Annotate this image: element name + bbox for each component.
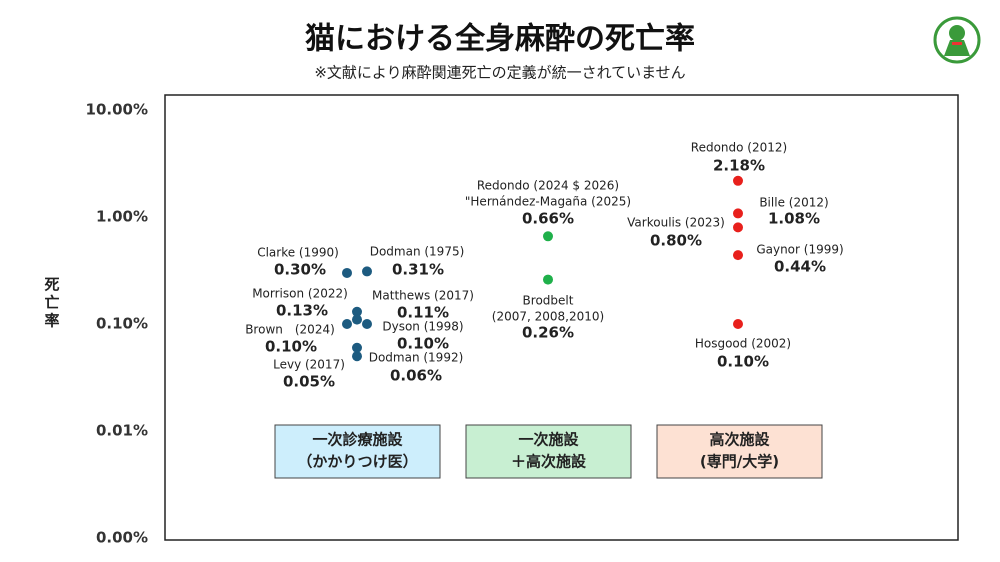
plot-frame [164,94,959,541]
point-name: Redondo (2024 $ 2026) [477,179,619,193]
data-point [733,250,743,261]
point-name: Matthews (2017) [372,289,474,303]
point-name: Varkoulis (2023) [627,216,725,230]
point-name: Levy (2017) [273,358,345,372]
data-point [733,175,743,186]
value-label: 0.31% [392,261,444,279]
value-label: 0.10% [717,353,769,371]
value-label: 0.66% [522,210,574,228]
point-name: Dodman (1975) [370,245,465,259]
point-name: Bille (2012) [759,196,828,210]
point-name: (2007, 2008,2010) [492,310,604,324]
value-label: 0.80% [650,232,702,250]
point-name: Dyson (1998) [382,320,463,334]
data-point [352,342,362,353]
point-name: Clarke (1990) [257,246,339,260]
point-name: Gaynor (1999) [756,243,843,257]
y-axis-label-bound: 死亡率 [29,276,74,294]
data-point [352,306,362,317]
value-label: 0.26% [522,324,574,342]
logo [933,16,981,64]
y-tick-label: 1.00% [96,208,148,226]
group-label: 一次診療施設 [312,431,403,449]
data-point [342,319,352,329]
data-point [352,351,362,362]
value-label: 2.18% [713,157,765,175]
chart-title: 猫における全身麻酔の死亡率 [305,22,695,57]
data-point [733,208,743,219]
group-label: 高次施設 [709,431,770,449]
value-label: 0.13% [276,302,328,320]
data-point [342,267,352,278]
y-tick-label: 0.10% [96,315,148,333]
data-point [362,319,372,329]
y-tick-label: 0.00% [96,529,148,547]
y-tick-label: 10.00% [86,101,148,119]
data-point [543,231,553,242]
y-axis-label: 率 [44,312,59,330]
data-point [362,266,372,277]
group-box [656,424,823,479]
point-name: Morrison (2022) [252,287,348,301]
group-label: ＋高次施設 [511,453,587,471]
point-name: Brown (2024) [245,323,335,337]
value-label: 1.08% [768,210,820,228]
group-label: 一次施設 [518,431,579,449]
y-tick-label: 0.01% [96,422,148,440]
point-name: Brodbelt [523,294,574,308]
group-label: (専門/大学) [700,453,779,471]
point-name: "Hernández-Magaña (2025) [465,195,631,209]
value-label: 0.10% [397,335,449,353]
chart-subtitle: ※文献により麻酔関連死亡の定義が統一されていません [314,64,685,82]
value-label: 0.10% [265,338,317,356]
group-box [465,424,632,479]
point-name: Redondo (2012) [691,141,787,155]
y-axis-label: 亡 [44,294,59,312]
point-name: Hosgood (2002) [695,337,791,351]
value-label: 0.30% [274,261,326,279]
data-point [352,314,362,325]
data-point [543,274,553,285]
y-axis-label: 死 [44,276,59,294]
value-label: 0.44% [774,258,826,276]
group-box [274,424,441,479]
data-point [733,319,743,329]
value-label: 0.05% [283,373,335,391]
group-label: （かかりつけ医） [297,453,417,471]
point-name: Dodman (1992) [369,351,464,365]
value-label: 0.06% [390,367,442,385]
data-point [733,222,743,233]
value-label: 0.11% [397,304,449,322]
